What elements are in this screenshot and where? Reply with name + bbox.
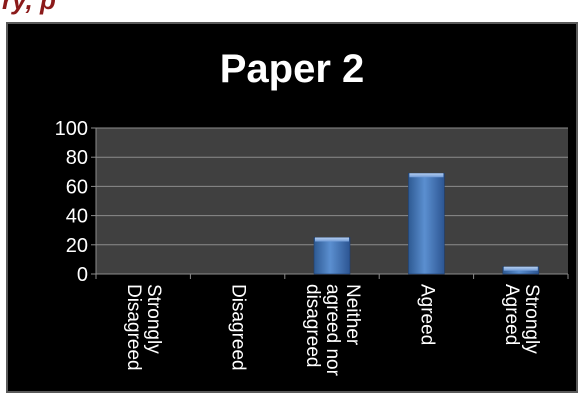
bar (313, 237, 351, 275)
x-tick-label-line: Strongly (521, 284, 542, 354)
y-tick-label: 80 (66, 147, 88, 169)
chart-title: Paper 2 (220, 47, 365, 91)
x-tick-label-line: agreed nor (322, 284, 343, 377)
y-tick-label: 20 (66, 235, 88, 257)
x-tick-label-line: Disagreed (228, 284, 249, 371)
x-category-label: Disagreed (228, 284, 249, 371)
y-tick-label: 40 (66, 206, 88, 228)
y-tick-label: 0 (77, 264, 88, 286)
x-category-label: Agreed (416, 284, 437, 345)
chart-container: Paper 2 0 20 40 60 80 100 Strongly Disagreed Disa… (6, 22, 578, 393)
x-tick-label-line: disagreed (302, 284, 323, 367)
x-tick-label-line: Agreed (416, 284, 437, 345)
page-heading-fragment: ry, p (2, 0, 56, 15)
bar-highlight (315, 237, 349, 242)
bar-highlight (503, 266, 538, 271)
x-tick-label-line: Agreed (501, 284, 522, 345)
bar-highlight (409, 173, 444, 178)
x-tick-label-line: Strongly (143, 284, 164, 354)
y-tick-label: 100 (55, 118, 88, 140)
y-tick-label: 60 (66, 176, 88, 198)
x-tick-label-line: Neither (342, 284, 363, 346)
x-tick-label-line: Disagreed (123, 284, 144, 371)
bar (408, 172, 445, 275)
